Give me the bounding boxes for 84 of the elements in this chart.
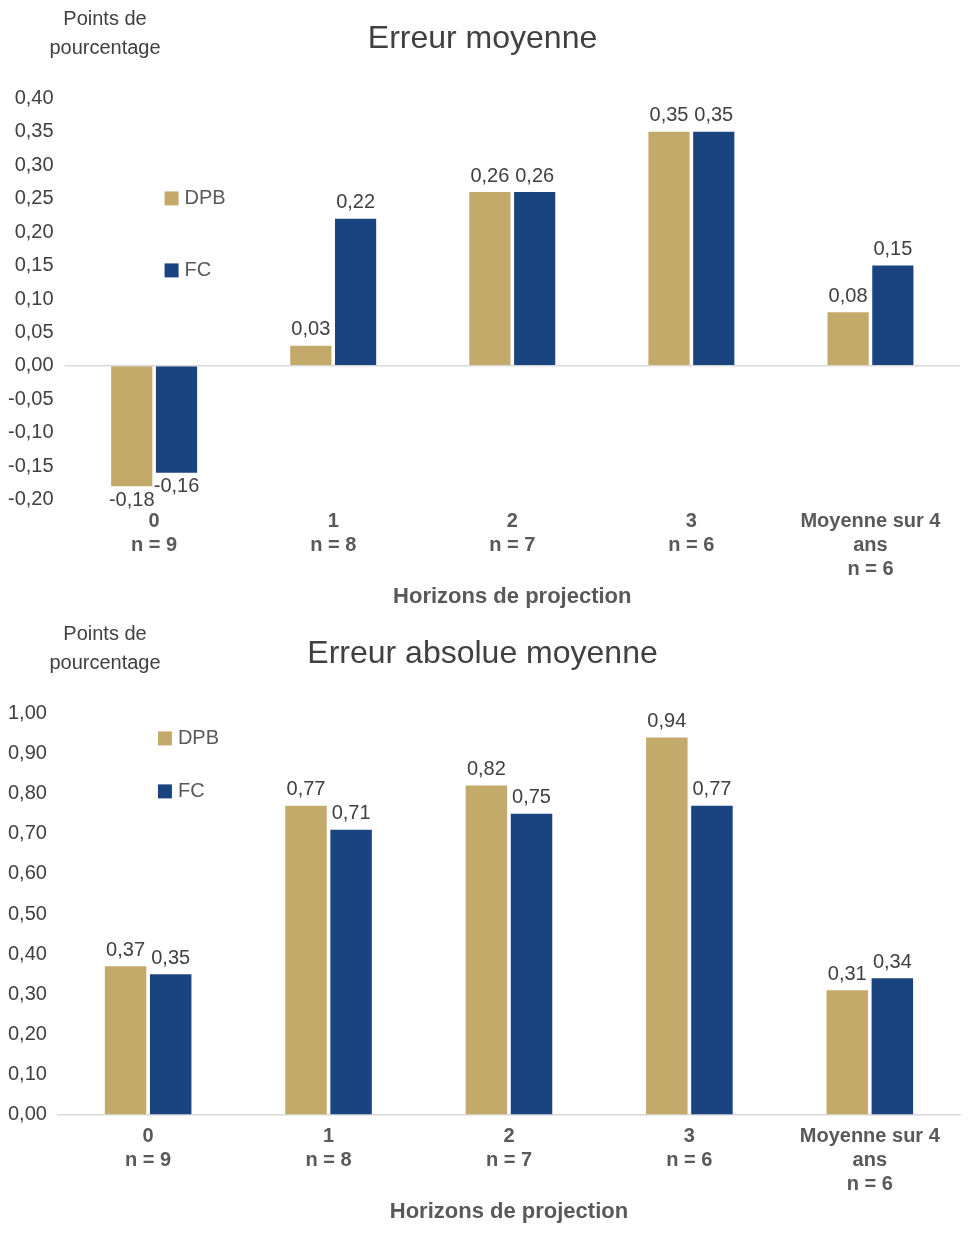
y-tick-label: 0,40 (14, 85, 54, 108)
y-tick-label: 0,20 (14, 219, 54, 242)
y-tick-label: 0,10 (7, 1062, 47, 1084)
y-tick-label: -0,20 (7, 487, 54, 510)
data-label: 0,26 (515, 163, 555, 186)
chart-title: Erreur moyenne (367, 19, 598, 56)
bar (335, 218, 377, 366)
y-tick-label: 0,00 (14, 353, 54, 376)
data-label: 0,08 (828, 283, 868, 306)
bar (872, 265, 914, 366)
data-label: 0,26 (470, 163, 510, 186)
bar (691, 805, 733, 1115)
legend-label: FC (184, 257, 212, 280)
bar (149, 974, 192, 1115)
data-label: 0,77 (692, 777, 732, 800)
bar (871, 978, 914, 1115)
y-tick-label: -0,15 (7, 453, 54, 476)
x-tick-label: 3 n = 6 (666, 1124, 713, 1171)
x-tick-label: 2 n = 7 (489, 509, 536, 556)
x-tick-label: 1 n = 8 (310, 509, 357, 556)
bar (111, 365, 153, 487)
bar (826, 990, 868, 1115)
x-tick-label: Moyenne sur 4 ans n = 6 (799, 1124, 941, 1195)
bar (155, 365, 198, 473)
data-label: 0,37 (106, 937, 146, 960)
y-tick-label: 0,60 (7, 861, 47, 884)
data-label: 0,35 (151, 945, 191, 968)
x-tick-label: 1 n = 8 (305, 1124, 352, 1171)
y-tick-label: 0,20 (7, 1021, 47, 1044)
data-label: 0,31 (827, 961, 867, 984)
bar (104, 966, 147, 1115)
y-axis-title: Points de pourcentage (48, 621, 162, 675)
bar (465, 785, 508, 1115)
data-label: 0,34 (872, 949, 912, 972)
y-axis-title: Points de pourcentage (48, 6, 162, 60)
y-tick-label: 0,90 (7, 741, 47, 764)
bar (510, 813, 553, 1115)
data-label: 0,15 (873, 237, 913, 260)
bar (330, 829, 372, 1115)
y-tick-label: -0,05 (7, 386, 54, 409)
data-label: 0,22 (336, 190, 376, 213)
y-tick-label: 0,25 (14, 186, 54, 209)
legend-label: FC (177, 778, 205, 801)
y-tick-label: 0,10 (14, 286, 54, 309)
x-tick-label: 0 n = 9 (125, 1124, 172, 1171)
x-tick-label: 0 n = 9 (131, 509, 178, 556)
data-label: 0,35 (694, 103, 734, 126)
bar (469, 192, 511, 366)
chart-title: Erreur absolue moyenne (307, 634, 658, 671)
y-tick-label: -0,10 (7, 420, 54, 443)
y-tick-label: 0,05 (14, 319, 54, 342)
data-label: 0,82 (466, 757, 506, 780)
data-label: 0,35 (649, 103, 689, 126)
y-tick-label: 0,80 (7, 781, 47, 804)
legend-label: DPB (184, 185, 226, 208)
y-tick-label: 0,15 (14, 253, 54, 276)
y-tick-label: 1,00 (7, 700, 47, 723)
data-label: -0,18 (108, 487, 155, 510)
data-label: 0,94 (647, 708, 687, 731)
data-label: 0,03 (291, 317, 331, 340)
y-tick-label: 0,30 (14, 152, 54, 175)
y-tick-label: 0,70 (7, 821, 47, 844)
bar (285, 805, 327, 1115)
y-tick-label: 0,30 (7, 981, 47, 1004)
x-tick-label: 2 n = 7 (485, 1124, 533, 1171)
y-tick-label: 0,50 (7, 901, 47, 924)
y-tick-label: 0,35 (14, 119, 54, 142)
y-tick-label: 0,00 (7, 1102, 47, 1125)
bar (827, 312, 869, 366)
data-label: 0,77 (286, 777, 326, 800)
bar (693, 131, 735, 366)
bar (290, 345, 332, 366)
y-tick-label: 0,40 (7, 941, 47, 964)
data-label: 0,71 (331, 801, 371, 824)
x-tick-label: Moyenne sur 4 ans n = 6 (800, 509, 942, 580)
bar (648, 131, 690, 366)
x-axis-title: Horizons de projection (393, 582, 632, 608)
bar (646, 737, 688, 1115)
legend-label: DPB (177, 725, 220, 748)
data-label: -0,16 (153, 474, 200, 497)
bar (514, 192, 556, 366)
x-axis-title: Horizons de projection (389, 1197, 629, 1223)
x-tick-label: 3 n = 6 (668, 509, 715, 556)
data-label: 0,75 (512, 785, 551, 808)
